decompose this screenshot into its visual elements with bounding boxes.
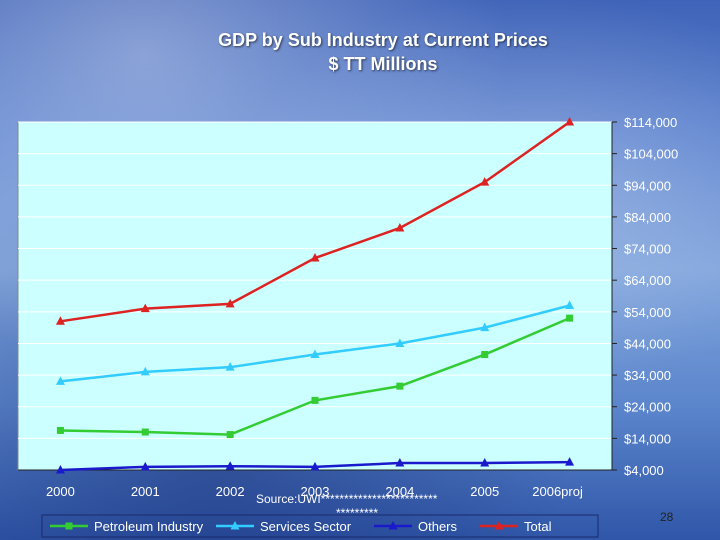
x-tick-label: 2001 (131, 484, 160, 499)
y-tick-label: $54,000 (624, 305, 671, 320)
legend-box (41, 514, 599, 538)
x-tick-label: 2005 (470, 484, 499, 499)
data-point-others (225, 461, 235, 470)
x-tick-label: 2006proj (532, 484, 583, 499)
x-tick-label: 2002 (216, 484, 245, 499)
data-point-petroleum-industry (481, 351, 489, 359)
data-point-services-sector (140, 366, 150, 376)
data-point-total (480, 177, 490, 186)
y-tick-label: $64,000 (624, 273, 671, 288)
data-point-petroleum-industry (141, 428, 149, 436)
y-tick-label: $104,000 (624, 147, 678, 162)
source-text-continued: ********* (336, 506, 379, 520)
page-number: 28 (660, 510, 674, 524)
y-tick-label: $84,000 (624, 210, 671, 225)
legend-label-others: Others (418, 519, 458, 534)
y-tick-label: $4,000 (624, 463, 664, 478)
chart-title: GDP by Sub Industry at Current Prices (218, 30, 548, 50)
data-point-petroleum-industry (396, 382, 404, 390)
legend-marker-petroleum-industry (65, 522, 73, 530)
legend-label-services-sector: Services Sector (260, 519, 352, 534)
source-note: Source:UWI************************* ****… (256, 492, 476, 520)
data-point-others (565, 457, 575, 466)
x-tick-label: 2004 (385, 484, 414, 499)
legend-label-total: Total (524, 519, 552, 534)
y-tick-label: $94,000 (624, 178, 671, 193)
x-tick-label: 2003 (301, 484, 330, 499)
legend-marker-services-sector (230, 521, 240, 530)
data-point-total (225, 298, 235, 308)
data-point-others (310, 461, 320, 471)
data-point-petroleum-industry (226, 431, 234, 439)
legend-label-petroleum-industry: Petroleum Industry (94, 519, 204, 534)
data-point-total (55, 316, 65, 325)
data-point-services-sector (565, 300, 575, 309)
data-point-total (140, 303, 150, 313)
data-point-services-sector (225, 362, 235, 371)
data-point-services-sector (55, 376, 65, 385)
y-tick-label: $34,000 (624, 368, 671, 383)
source-text: Source:UWI************************* (256, 492, 438, 506)
y-tick-label: $14,000 (624, 431, 671, 446)
plot-background (17, 121, 613, 471)
data-point-others (55, 465, 65, 474)
y-tick-label: $74,000 (624, 242, 671, 257)
data-point-petroleum-industry (311, 396, 319, 404)
x-tick-label: 2000 (46, 484, 75, 499)
data-point-petroleum-industry (566, 314, 574, 322)
data-point-others (395, 458, 405, 467)
legend-marker-total (494, 521, 504, 530)
data-point-services-sector (395, 338, 405, 347)
data-point-services-sector (480, 322, 490, 332)
data-point-others (480, 458, 490, 467)
data-point-total (395, 222, 405, 232)
data-point-services-sector (310, 349, 320, 359)
y-tick-label: $44,000 (624, 336, 671, 351)
data-point-petroleum-industry (56, 426, 64, 434)
data-point-total (310, 253, 320, 262)
y-tick-label: $114,000 (624, 115, 677, 130)
y-tick-label: $24,000 (624, 400, 671, 415)
data-point-others (140, 461, 150, 471)
legend-marker-others (388, 521, 398, 530)
data-point-total (565, 117, 575, 126)
chart-subtitle: $ TT Millions (328, 54, 438, 74)
